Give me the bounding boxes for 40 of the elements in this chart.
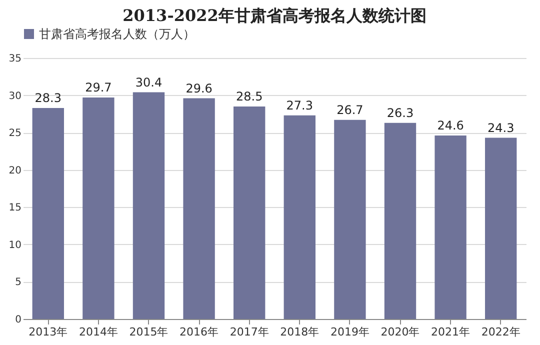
y-tick-label: 10 (8, 240, 22, 251)
bar (234, 106, 266, 319)
data-label: 24.6 (437, 118, 464, 133)
y-tick-label: 0 (15, 314, 22, 326)
x-tick-label: 2013年 (28, 326, 68, 338)
x-tick-label: 2015年 (129, 326, 168, 338)
x-tick-label: 2022年 (481, 326, 520, 338)
bar (183, 98, 215, 319)
data-label: 28.5 (236, 89, 263, 104)
y-tick-label: 15 (8, 202, 22, 214)
chart-title: 2013-2022年甘肃省高考报名人数统计图 (122, 6, 426, 25)
data-label: 27.3 (286, 98, 314, 112)
y-tick-label: 5 (15, 277, 22, 288)
data-label: 30.4 (135, 75, 162, 90)
bar (384, 122, 416, 319)
y-tick-label: 35 (8, 54, 22, 64)
bar (32, 108, 64, 319)
data-label: 29.7 (85, 80, 112, 95)
legend-label: 甘肃省高考报名人数（万人） (39, 27, 195, 41)
x-tick-label: 2019年 (330, 326, 370, 338)
data-label: 24.3 (487, 120, 514, 135)
x-tick-label: 2021年 (431, 326, 470, 338)
x-tick-label: 2018年 (280, 326, 320, 338)
bar (82, 98, 114, 319)
x-tick-label: 2017年 (230, 326, 269, 338)
bar (434, 136, 466, 319)
y-tick-label: 20 (8, 165, 22, 176)
data-label: 29.6 (186, 81, 212, 96)
bar (334, 120, 366, 319)
data-label: 26.3 (386, 106, 414, 120)
x-tick-label: 2014年 (78, 326, 118, 338)
bar (132, 92, 165, 319)
bar (284, 115, 316, 319)
x-tick-label: 2016年 (180, 326, 219, 338)
x-tick-label: 2020年 (380, 326, 420, 338)
y-tick-label: 30 (8, 90, 22, 102)
data-label: 26.7 (336, 102, 364, 117)
data-label: 28.3 (34, 90, 62, 105)
y-tick-label: 25 (8, 128, 22, 140)
bar (485, 138, 517, 319)
